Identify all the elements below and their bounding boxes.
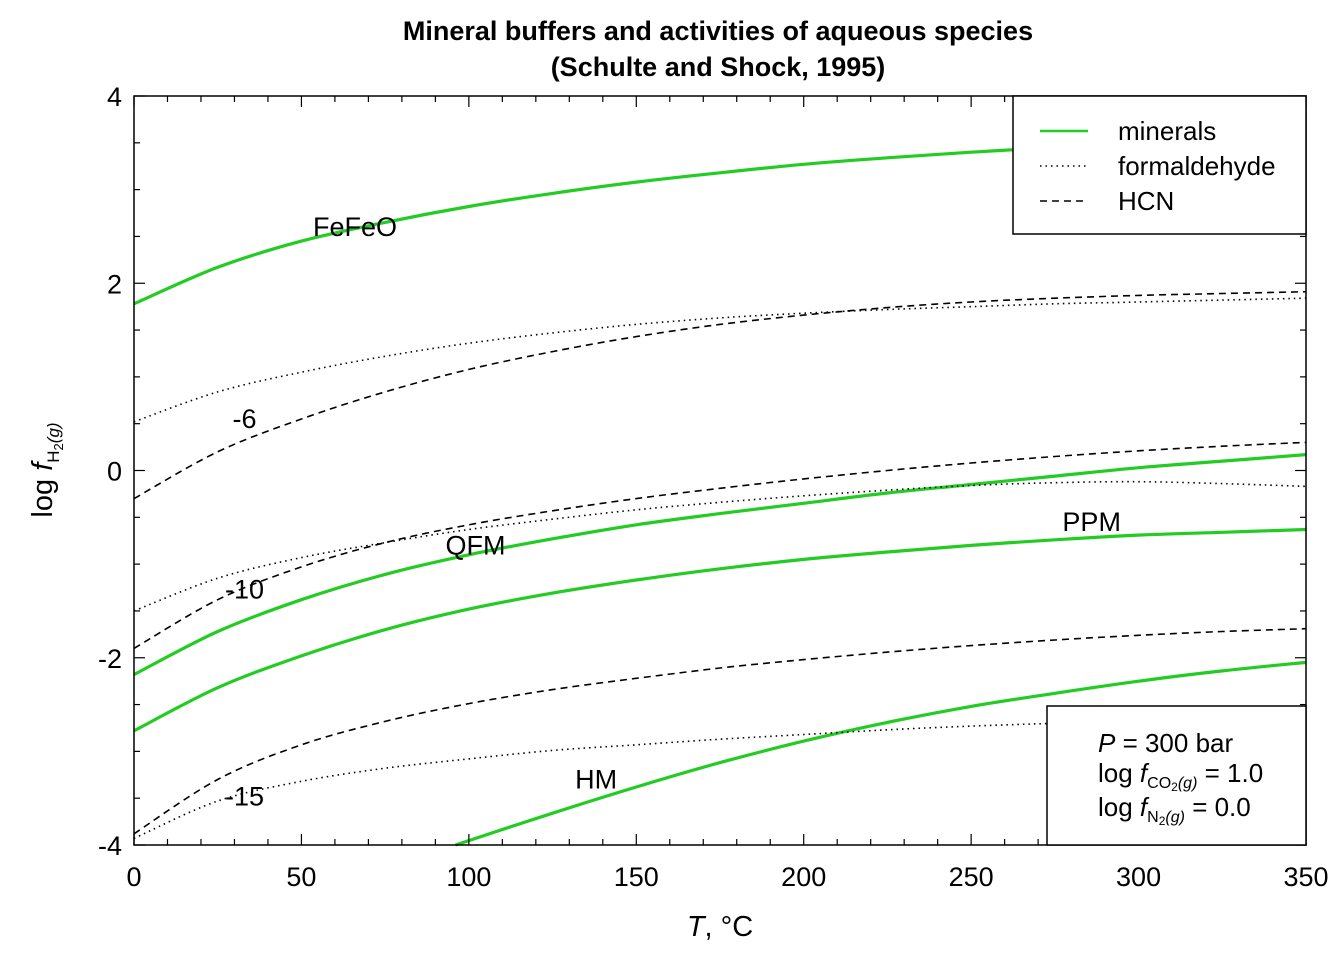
x-tick-label: 150 xyxy=(614,862,659,892)
series-hcn-10 xyxy=(133,441,1307,650)
x-tick-label: 350 xyxy=(1283,862,1328,892)
axis-tick-labels: 0 50 100 150 200 250 300 350 -4 -2 0 2 4 xyxy=(98,82,1329,892)
y-axis-label: log fH2(g) xyxy=(27,422,66,517)
legend-label-formaldehyde: formaldehyde xyxy=(1118,151,1276,181)
series-formaldehyde-10 xyxy=(133,480,1307,612)
x-tick-label: 300 xyxy=(1116,862,1161,892)
co2-fugacity-condition: log fCO2(g) = 1.0 xyxy=(1098,758,1263,794)
x-tick-label: 250 xyxy=(949,862,994,892)
legend-box xyxy=(1012,95,1307,235)
x-tick-label: 200 xyxy=(781,862,826,892)
x-tick-label: 50 xyxy=(286,862,316,892)
annotation-qfm: QFM xyxy=(446,530,506,560)
y-tick-label: -4 xyxy=(98,831,122,861)
series-hcn-15 xyxy=(133,627,1307,835)
y-tick-label: 0 xyxy=(107,457,122,487)
series-minerals-fefeo xyxy=(133,145,1055,306)
annotation-ppm: PPM xyxy=(1062,507,1121,537)
legend-label-minerals: minerals xyxy=(1118,116,1216,146)
annotation-hm: HM xyxy=(575,764,617,794)
series-minerals-qfm xyxy=(133,453,1307,677)
y-tick-label: 4 xyxy=(107,82,122,112)
series-hcn-6 xyxy=(133,290,1307,500)
n2-fugacity-condition: log fN2(g) = 0.0 xyxy=(1098,792,1251,828)
legend: minerals formaldehyde HCN xyxy=(1012,95,1307,235)
chart-title: Mineral buffers and activities of aqueou… xyxy=(403,16,1033,46)
x-tick-label: 100 xyxy=(446,862,491,892)
legend-label-hcn: HCN xyxy=(1118,186,1174,216)
annotation-15: -15 xyxy=(225,781,264,811)
annotation-6: -6 xyxy=(232,404,256,434)
series-minerals-hm xyxy=(454,660,1307,847)
annotation-layer: FeFeO QFM PPM HM -6 -10 -15 xyxy=(225,212,1121,811)
conditions-box: P = 300 bar log fCO2(g) = 1.0 log fN2(g)… xyxy=(1046,705,1307,846)
annotation-fefeo: FeFeO xyxy=(313,212,397,242)
annotation-10: -10 xyxy=(225,574,264,604)
x-tick-label: 0 xyxy=(126,862,141,892)
y-tick-label: -2 xyxy=(98,644,122,674)
y-tick-label: 2 xyxy=(107,269,122,299)
pressure-condition: P = 300 bar xyxy=(1098,728,1233,758)
series-layer xyxy=(133,145,1307,847)
series-minerals-ppm xyxy=(133,527,1307,733)
chart-subtitle: (Schulte and Shock, 1995) xyxy=(551,52,886,82)
x-axis-label: T, °C xyxy=(687,911,753,943)
series-formaldehyde-6 xyxy=(133,297,1307,423)
conditions-frame xyxy=(1046,705,1307,846)
